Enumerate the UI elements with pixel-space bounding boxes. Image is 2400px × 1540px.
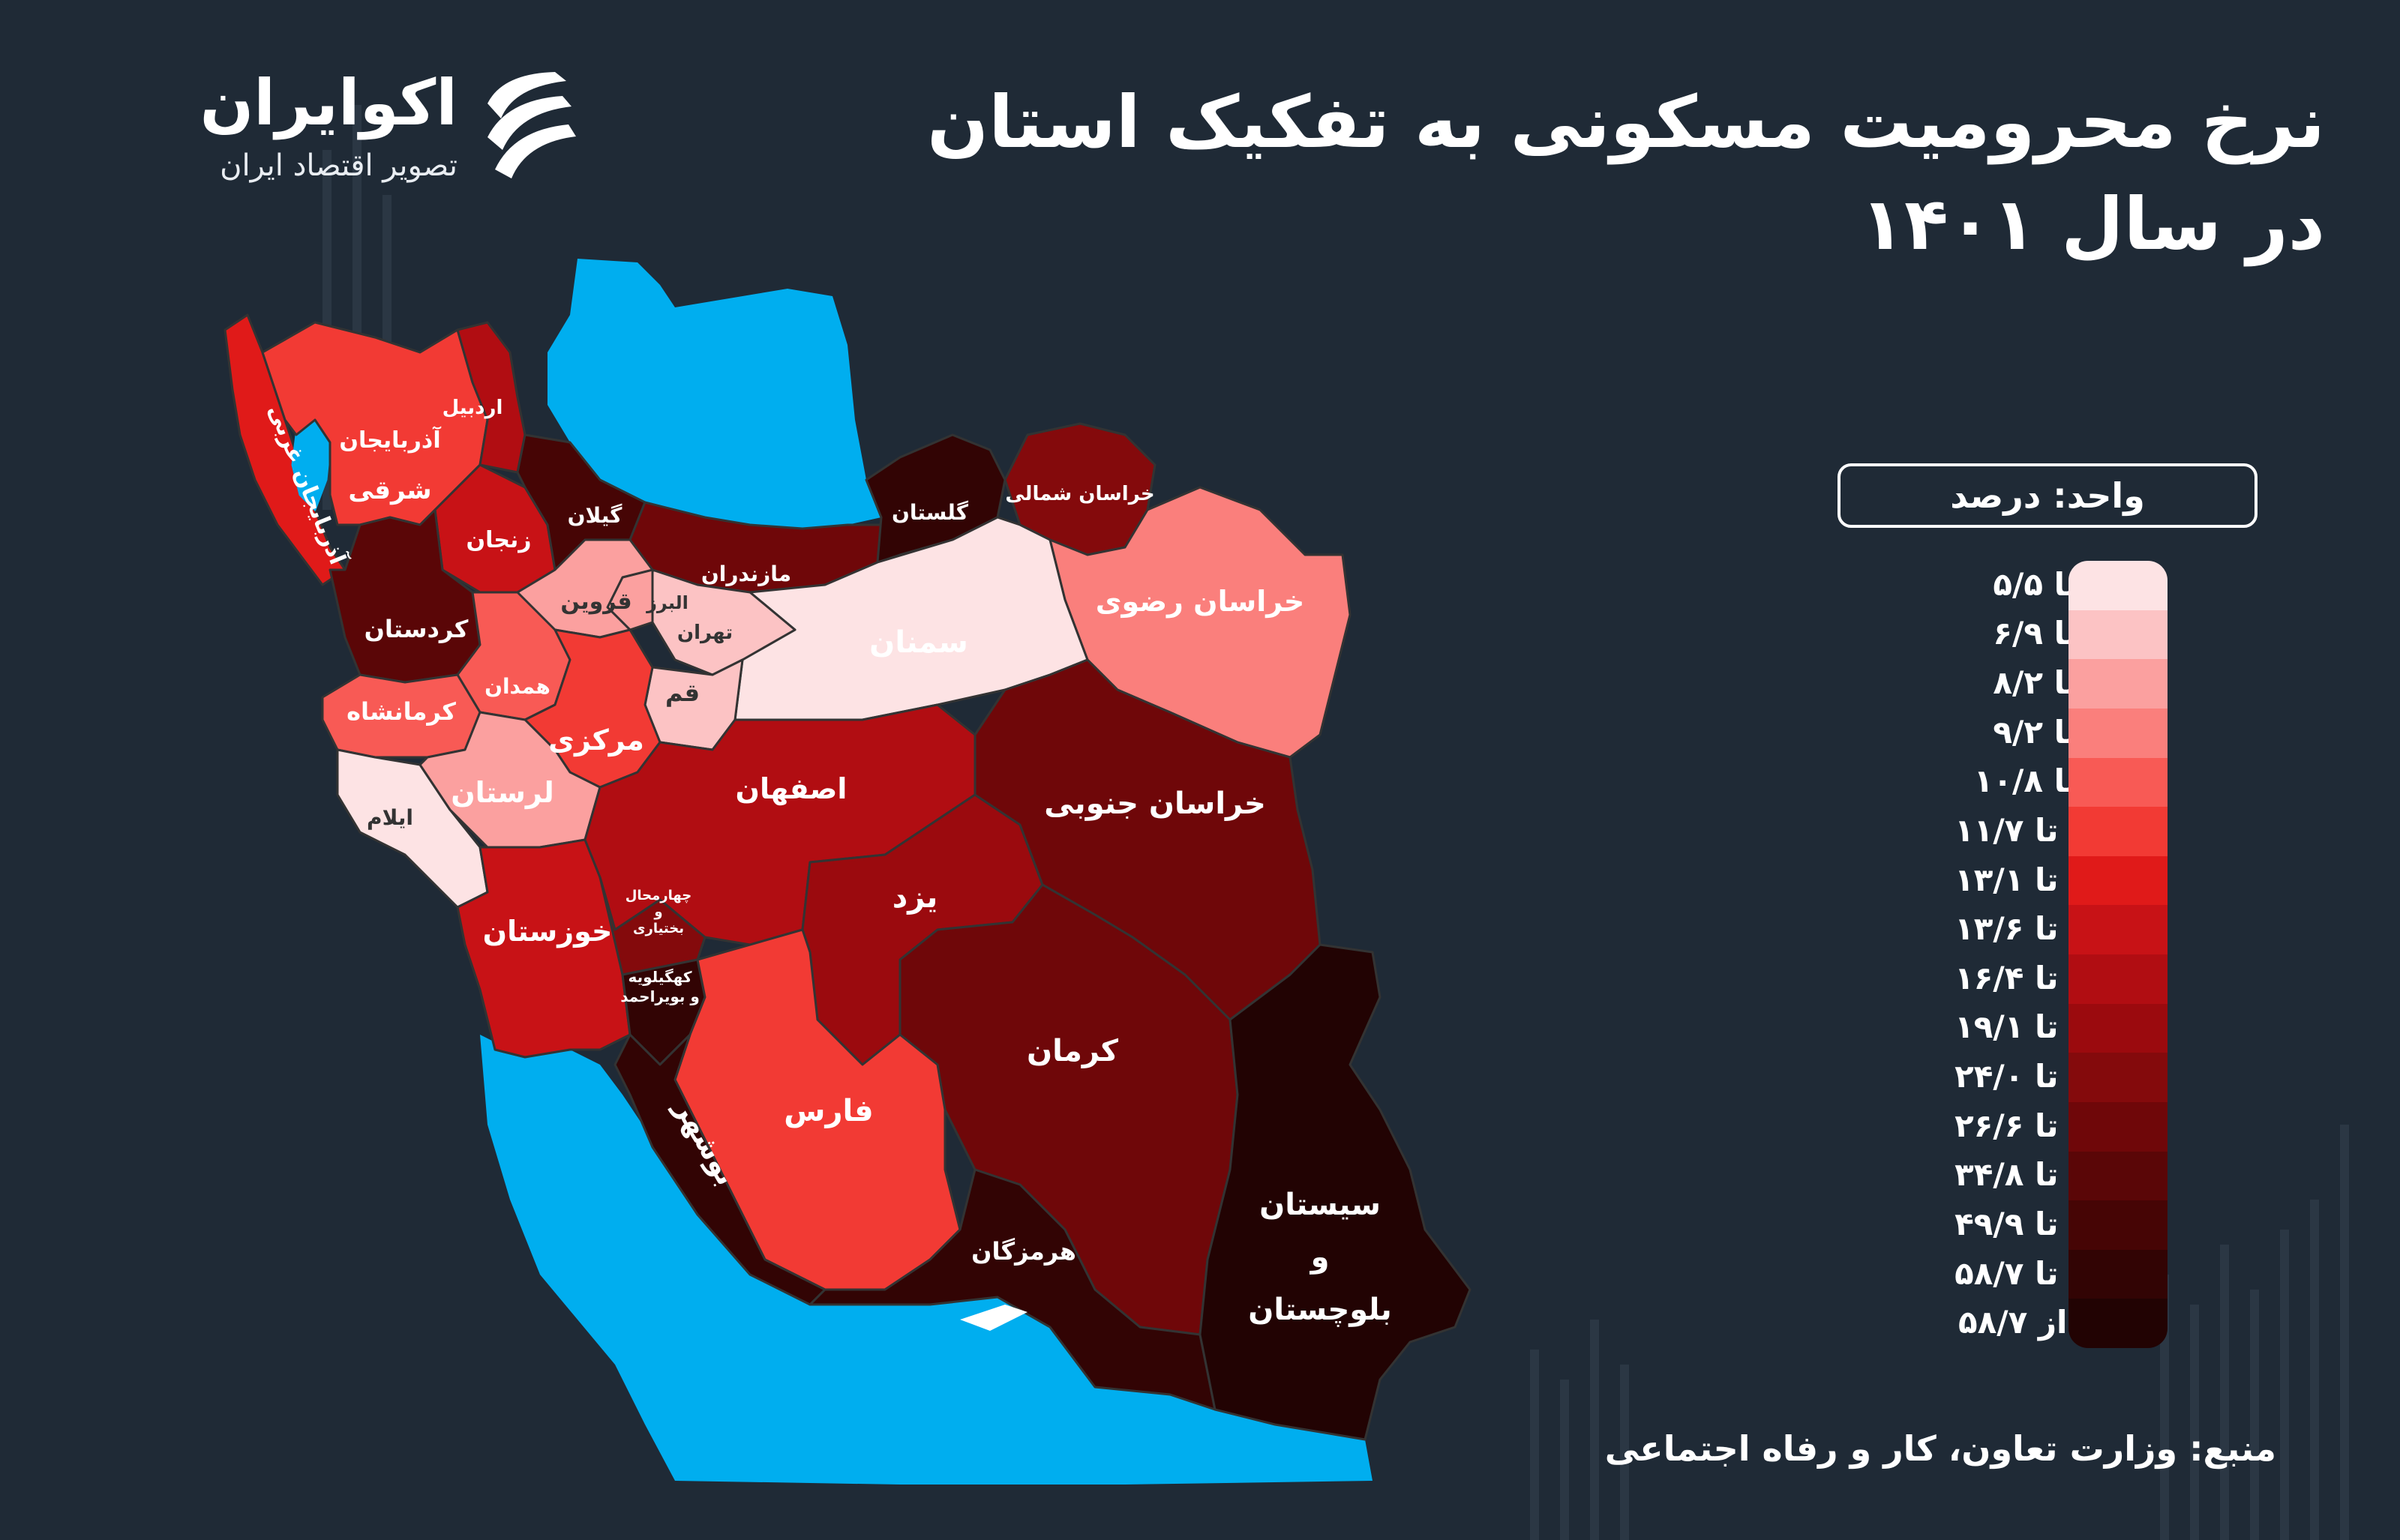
legend-color-ramp: [2068, 561, 2168, 1348]
label-gilan: گیلان: [568, 503, 623, 528]
legend-swatch: [2068, 1200, 2168, 1250]
label-markazi: مرکزی: [548, 724, 644, 757]
label-ardabil: اردبیل: [442, 397, 503, 419]
label-sistan-2: و: [1310, 1240, 1330, 1275]
label-kohgiluyeh-2: و بویراحمد: [620, 987, 700, 1005]
legend-swatch: [2068, 1249, 2168, 1299]
label-north-khorasan: خراسان شمالی: [1005, 483, 1154, 505]
label-chaharmahal-2: و: [653, 904, 662, 920]
brand-tagline: تصویر اقتصاد ایران: [220, 148, 458, 183]
label-hamadan: همدان: [484, 674, 550, 699]
label-east-azarbaijan-1: آذربایجان: [339, 426, 441, 454]
label-sistan-3: بلوچستان: [1248, 1293, 1391, 1327]
legend-swatch: [2068, 757, 2168, 807]
label-zanjan: زنجان: [466, 527, 531, 553]
label-kurdistan: کردستان: [364, 615, 469, 643]
legend-swatch: [2068, 905, 2168, 954]
legend-swatch: [2068, 1101, 2168, 1152]
label-kermanshah: کرمانشاه: [346, 697, 456, 726]
label-ilam: ایلام: [367, 805, 413, 830]
brand-logo: اکوایران تصویر اقتصاد ایران: [90, 58, 585, 201]
legend-swatch: [2068, 1053, 2168, 1102]
label-isfahan: اصفهان: [736, 772, 848, 805]
qeshm-island: [960, 1305, 1028, 1331]
color-legend: از۲/۷ تا ۵/۵از۵/۵ تا ۶/۹از۶/۹ تا ۸/۲از۸/…: [1778, 561, 2168, 1348]
label-lorestan: لرستان: [451, 776, 554, 809]
label-fars: فارس: [784, 1094, 873, 1128]
legend-swatch: [2068, 1003, 2168, 1053]
label-razavi-khorasan: خراسان رضوی: [1096, 585, 1305, 618]
label-tehran: تهران: [677, 622, 733, 644]
label-kerman: کرمان: [1027, 1034, 1119, 1068]
legend-swatch: [2068, 1151, 2168, 1201]
persian-gulf: [480, 1035, 1372, 1485]
label-semnan: سمنان: [869, 625, 968, 660]
legend-swatch: [2068, 954, 2168, 1004]
label-yazd: یزد: [892, 880, 938, 915]
label-hormozgan: هرمزگان: [971, 1237, 1076, 1266]
legend-swatch: [2068, 659, 2168, 709]
caspian-sea: [548, 259, 881, 529]
legend-swatch: [2068, 1299, 2168, 1348]
province-sistan: [1198, 943, 1472, 1441]
page-title: نرخ محرومیت مسکونی به تفکیک استان در سال…: [927, 71, 2325, 275]
legend-swatch: [2068, 561, 2168, 610]
label-qazvin: قزوین: [560, 589, 632, 615]
iran-province-map: آذربایجان غربی آذربایجان شرقی اردبیل زنج…: [224, 259, 1472, 1485]
label-mazandaran: مازندران: [701, 562, 791, 586]
label-east-azarbaijan-2: شرقی: [348, 475, 431, 505]
label-sistan-1: سیستان: [1259, 1188, 1381, 1222]
unit-label: واحد: درصد: [1838, 463, 2258, 528]
title-line-2: در سال ۱۴۰۱: [1860, 182, 2326, 266]
label-qom: قم: [665, 679, 700, 707]
label-golestan: گلستان: [892, 500, 969, 525]
legend-swatch: [2068, 807, 2168, 856]
label-alborz: البرز: [646, 592, 688, 613]
source-note: منبع: وزارت تعاون، کار و رفاه اجتماعی: [1604, 1428, 2276, 1469]
legend-swatch: [2068, 708, 2168, 758]
label-khuzestan: خوزستان: [483, 915, 613, 948]
label-kohgiluyeh-1: کهگیلویه: [628, 968, 692, 986]
title-line-1: نرخ محرومیت مسکونی به تفکیک استان: [927, 80, 2325, 164]
brand-name: اکوایران: [200, 66, 458, 139]
legend-swatch: [2068, 610, 2168, 660]
label-south-khorasan: خراسان جنوبی: [1044, 786, 1266, 821]
brand-mark-icon: [488, 72, 576, 178]
label-chaharmahal-3: بختیاری: [633, 921, 684, 936]
legend-swatch: [2068, 855, 2168, 906]
label-chaharmahal-1: چهارمحال: [626, 888, 692, 903]
